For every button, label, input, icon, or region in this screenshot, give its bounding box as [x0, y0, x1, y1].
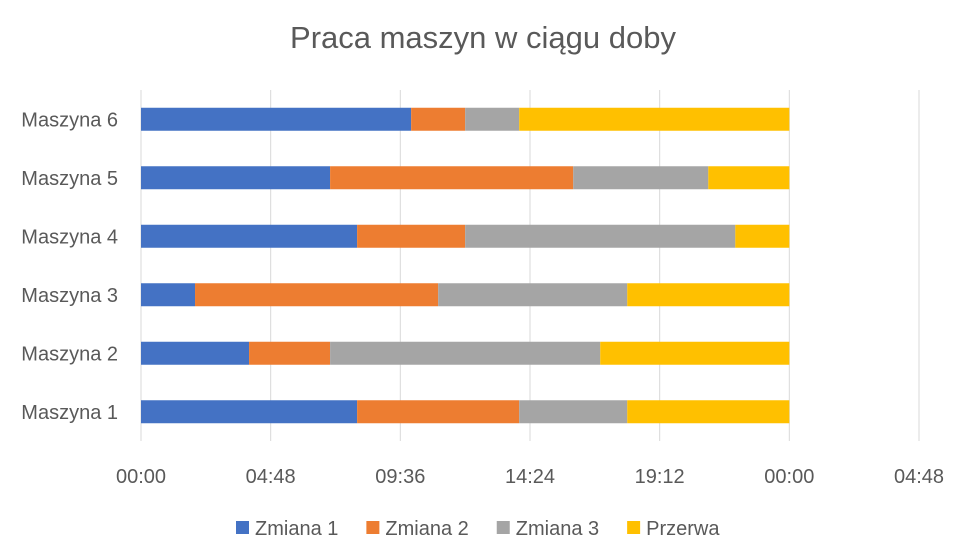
bar-4-1 — [141, 224, 358, 248]
legend-item-3: Zmiana 3 — [496, 518, 599, 540]
category-label-4: Maszyna 4 — [21, 226, 118, 248]
grid — [140, 90, 920, 441]
x-tick-label-7: 04:48 — [894, 466, 944, 488]
legend-item-2: Zmiana 2 — [366, 518, 469, 540]
bar-3-2 — [195, 283, 439, 307]
x-tick-label-6: 00:00 — [764, 466, 814, 488]
legend-item-1: Zmiana 1 — [236, 518, 338, 540]
bar-6-4 — [519, 107, 790, 131]
bar-4-3 — [465, 224, 736, 248]
category-label-2: Maszyna 2 — [21, 343, 118, 365]
bar-2-2 — [249, 341, 331, 365]
chart-title: Praca maszyn w ciągu doby — [290, 20, 676, 55]
legend-item-4: Przerwa — [627, 518, 720, 540]
legend-label-3: Zmiana 3 — [516, 518, 599, 540]
legend-swatch-1 — [236, 521, 249, 534]
bar-2-3 — [330, 341, 601, 365]
bar-1-3 — [519, 400, 628, 424]
legend-swatch-4 — [627, 521, 641, 534]
bar-5-2 — [330, 166, 574, 190]
bar-3-3 — [438, 283, 628, 307]
bar-1-4 — [627, 400, 790, 424]
bar-5-4 — [708, 166, 790, 190]
x-tick-labels: 00:00 04:48 09:36 14:24 19:12 00:00 04:48 — [116, 466, 944, 488]
x-tick-label-3: 09:36 — [375, 466, 425, 488]
bar-4-2 — [357, 224, 466, 248]
bar-2-1 — [141, 341, 250, 365]
legend-label-1: Zmiana 1 — [255, 518, 338, 540]
x-tick-label-1: 00:00 — [116, 466, 166, 488]
legend-label-2: Zmiana 2 — [385, 518, 468, 540]
legend: Zmiana 1 Zmiana 2 Zmiana 3 Przerwa — [236, 518, 720, 540]
bar-5-3 — [573, 166, 709, 190]
x-tick-label-2: 04:48 — [246, 466, 296, 488]
bar-3-1 — [141, 283, 196, 307]
category-label-3: Maszyna 3 — [21, 285, 118, 307]
bar-5-1 — [141, 166, 331, 190]
bar-6-1 — [141, 107, 412, 131]
category-label-5: Maszyna 5 — [21, 168, 118, 190]
bar-6-3 — [465, 107, 520, 131]
x-tick-label-4: 14:24 — [505, 466, 555, 488]
bar-1-1 — [141, 400, 358, 424]
bar-2-4 — [600, 341, 790, 365]
bars — [141, 107, 790, 424]
bar-3-4 — [627, 283, 790, 307]
x-tick-label-5: 19:12 — [635, 466, 685, 488]
legend-label-4: Przerwa — [646, 518, 720, 540]
category-label-6: Maszyna 6 — [21, 109, 118, 131]
legend-swatch-3 — [496, 521, 510, 534]
bar-1-2 — [357, 400, 520, 424]
category-label-1: Maszyna 1 — [21, 402, 118, 424]
legend-swatch-2 — [366, 521, 380, 534]
category-labels: Maszyna 1 Maszyna 2 Maszyna 3 Maszyna 4 Masz… — [21, 109, 118, 424]
bar-4-4 — [735, 224, 790, 248]
bar-6-2 — [411, 107, 466, 131]
